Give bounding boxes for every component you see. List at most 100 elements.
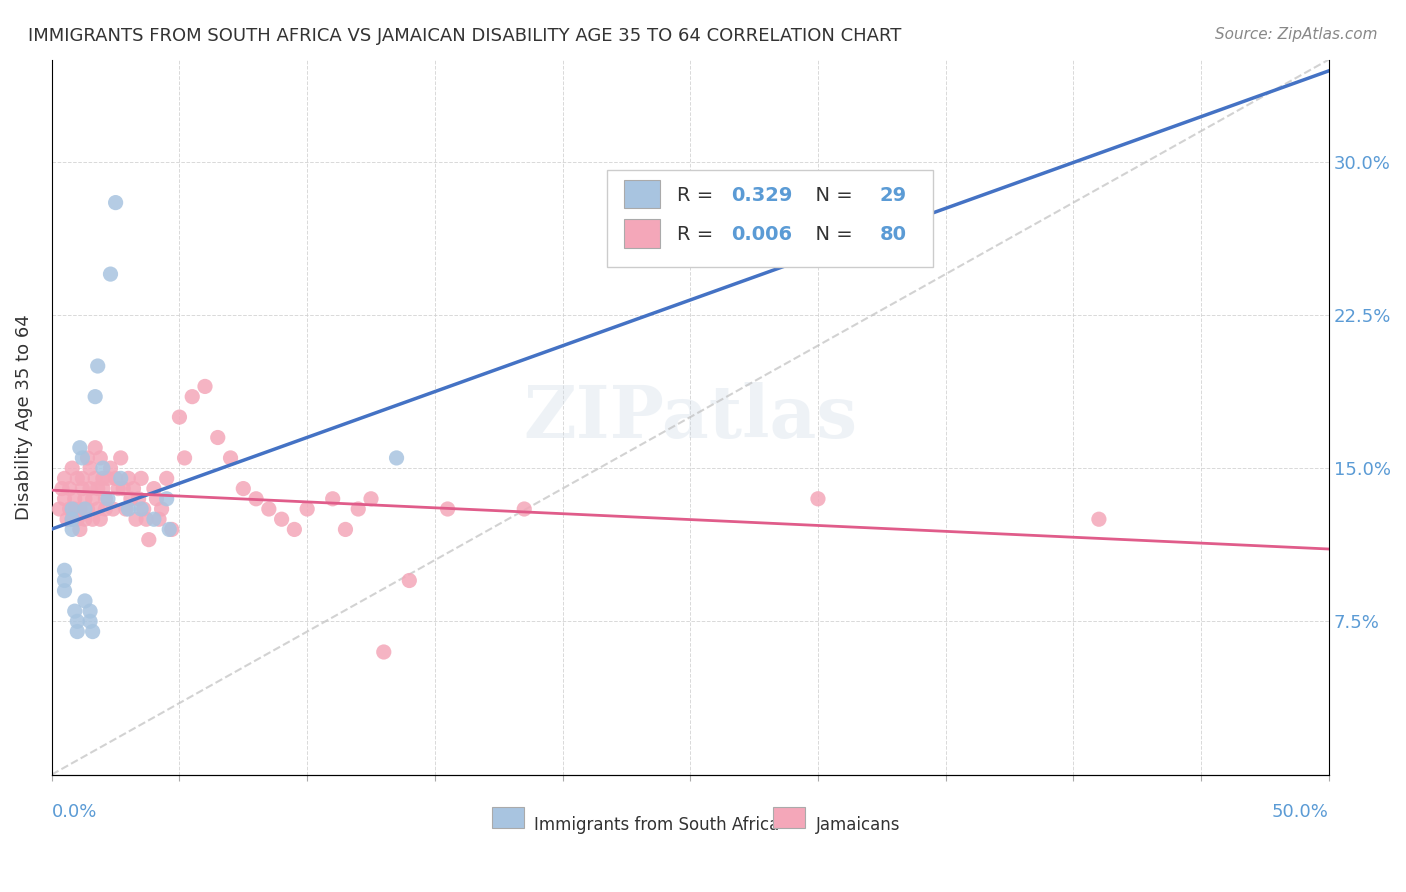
Point [219, 450, 242, 465]
Point [335, 523, 357, 537]
Point [104, 195, 127, 210]
Point [72, 482, 94, 496]
Point [82, 624, 104, 639]
Point [129, 502, 152, 516]
Point [60, 502, 83, 516]
Point [270, 512, 292, 526]
Point [60, 461, 83, 475]
Point [97, 491, 120, 506]
FancyBboxPatch shape [607, 170, 934, 267]
Point [53, 563, 76, 577]
Point [513, 502, 536, 516]
Point [385, 450, 408, 465]
Point [79, 461, 101, 475]
Point [194, 379, 217, 393]
Point [76, 450, 98, 465]
Point [91, 482, 114, 496]
Point [91, 461, 114, 475]
Point [807, 491, 830, 506]
Point [87, 359, 110, 373]
Point [107, 482, 129, 496]
Point [56, 512, 79, 526]
Point [232, 482, 254, 496]
Point [84, 441, 107, 455]
Point [69, 502, 91, 516]
Point [66, 512, 89, 526]
FancyBboxPatch shape [624, 179, 659, 209]
Point [79, 615, 101, 629]
Point [100, 461, 122, 475]
Point [73, 512, 96, 526]
Point [69, 441, 91, 455]
Point [257, 502, 280, 516]
Point [89, 450, 111, 465]
Text: R =: R = [678, 186, 720, 205]
Point [76, 502, 98, 516]
Point [117, 502, 139, 516]
Point [245, 491, 267, 506]
Point [87, 482, 110, 496]
Point [66, 624, 89, 639]
Point [148, 512, 170, 526]
Point [53, 471, 76, 485]
Text: N =: N = [803, 226, 859, 244]
Point [63, 491, 86, 506]
Point [129, 471, 152, 485]
Point [156, 471, 179, 485]
Point [59, 502, 82, 516]
Text: R =: R = [678, 226, 720, 244]
Point [73, 594, 96, 608]
Point [347, 502, 370, 516]
Point [87, 502, 110, 516]
Text: 0.329: 0.329 [731, 186, 793, 205]
Point [132, 502, 155, 516]
Point [150, 502, 173, 516]
Point [1088, 512, 1111, 526]
Point [84, 471, 107, 485]
Point [60, 523, 83, 537]
Text: 80: 80 [879, 226, 907, 244]
Point [94, 491, 117, 506]
Point [51, 482, 73, 496]
FancyBboxPatch shape [773, 806, 806, 828]
Point [142, 512, 165, 526]
Point [53, 583, 76, 598]
Point [73, 502, 96, 516]
Text: Immigrants from South Africa: Immigrants from South Africa [534, 816, 780, 834]
Point [48, 502, 70, 516]
Point [100, 267, 122, 281]
Point [53, 574, 76, 588]
Point [112, 482, 135, 496]
Point [91, 471, 114, 485]
Point [66, 615, 89, 629]
Point [173, 450, 195, 465]
Point [138, 533, 160, 547]
Point [114, 502, 136, 516]
Point [122, 482, 145, 496]
Point [156, 491, 179, 506]
Text: 29: 29 [879, 186, 907, 205]
Point [82, 491, 104, 506]
Point [72, 450, 94, 465]
Text: N =: N = [803, 186, 859, 205]
Point [125, 512, 148, 526]
Point [120, 491, 142, 506]
Point [110, 450, 132, 465]
Point [53, 491, 76, 506]
Y-axis label: Disability Age 35 to 64: Disability Age 35 to 64 [15, 314, 32, 520]
Point [84, 390, 107, 404]
Text: IMMIGRANTS FROM SOUTH AFRICA VS JAMAICAN DISABILITY AGE 35 TO 64 CORRELATION CHA: IMMIGRANTS FROM SOUTH AFRICA VS JAMAICAN… [28, 27, 901, 45]
Point [207, 430, 229, 444]
Point [94, 502, 117, 516]
Point [110, 471, 132, 485]
Point [63, 604, 86, 618]
Text: Jamaicans: Jamaicans [815, 816, 900, 834]
Point [436, 502, 458, 516]
Point [145, 491, 167, 506]
Point [60, 512, 83, 526]
Text: 50.0%: 50.0% [1272, 803, 1329, 822]
Point [101, 502, 124, 516]
Point [73, 491, 96, 506]
Point [72, 471, 94, 485]
FancyBboxPatch shape [624, 219, 659, 248]
